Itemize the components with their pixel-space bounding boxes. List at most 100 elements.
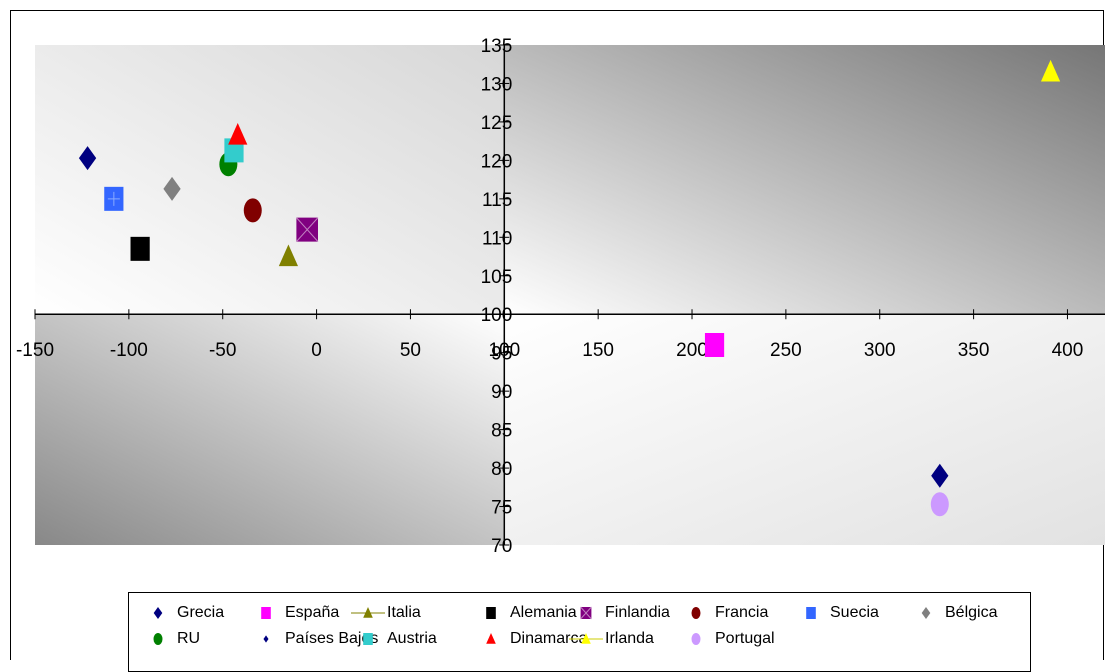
legend-label: Irlanda [605, 630, 654, 647]
y-tick-label: 125 [481, 113, 513, 134]
x-tick-label: 50 [400, 340, 421, 361]
y-tick-label: 80 [491, 459, 512, 480]
y-tick-label: 130 [481, 74, 513, 95]
x-tick-label: 200 [676, 340, 708, 361]
legend-item: Suecia [794, 603, 879, 623]
legend-marker [921, 607, 931, 619]
legend-item: España [249, 603, 339, 623]
legend-label: Portugal [715, 630, 775, 647]
x-tick-label: 400 [1052, 340, 1084, 361]
chart-frame: -150 -100 -50 0 50 100 150 200 250 300 350 400 70 75 8… [10, 10, 1105, 672]
y-tick-label: 100 [481, 305, 513, 326]
legend-marker-icon [153, 607, 163, 619]
legend-label: Finlandia [605, 604, 670, 621]
legend-marker [581, 633, 591, 644]
legend-label: Grecia [177, 604, 225, 621]
legend-label: Suecia [830, 604, 879, 621]
y-tick-label: 115 [482, 190, 512, 211]
plot-background-bottom-right [504, 314, 1105, 545]
legend-item: Grecia [141, 603, 224, 623]
legend-label: Italia [387, 604, 421, 621]
data-point [930, 492, 949, 517]
legend-marker [806, 607, 816, 619]
plot-background-top-right [504, 45, 1105, 315]
x-tick-label: -100 [110, 340, 148, 361]
y-tick-label: 135 [481, 36, 513, 57]
data-point-cross [107, 191, 120, 206]
data-point [228, 123, 248, 145]
legend-marker [153, 633, 163, 645]
legend-marker [486, 633, 496, 644]
scatter-chart: -150 -100 -50 0 50 100 150 200 250 300 350 400 70 75 8… [16, 36, 1105, 557]
legend-marker-icon [153, 633, 163, 645]
legend-label: Austria [387, 630, 437, 647]
x-tick-label: 100 [488, 340, 520, 361]
legend-marker-icon [580, 606, 592, 620]
legend-item: Bélgica [909, 603, 997, 623]
data-point [704, 333, 725, 357]
data-point [931, 463, 949, 488]
legend-label: Bélgica [945, 604, 998, 621]
legend-marker-icon [486, 607, 496, 619]
legend-marker-icon [261, 607, 271, 619]
y-tick-label: 90 [491, 382, 512, 403]
legend-marker-icon [351, 607, 385, 618]
legend-label: Dinamarca [510, 630, 588, 647]
legend-marker [363, 633, 373, 645]
legend-marker-icon [263, 635, 269, 643]
legend-label: España [285, 604, 340, 621]
data-point [78, 146, 97, 171]
chart-legend: Grecia España Italia Alemania Finlandia Franc… [128, 592, 1031, 672]
data-point [296, 217, 319, 242]
legend-item: Portugal [679, 629, 775, 649]
data-point [278, 244, 299, 267]
legend-marker-icon [363, 633, 373, 645]
data-point [243, 198, 262, 223]
legend-item: Finlandia [569, 603, 670, 623]
data-point [1040, 59, 1061, 82]
x-tick-label: -50 [209, 340, 236, 361]
legend-item: Países Bajos [249, 629, 378, 649]
legend-marker [261, 607, 271, 619]
legend-marker [153, 607, 163, 619]
legend-item: Francia [679, 603, 768, 623]
legend-item: RU [141, 629, 200, 649]
legend-marker-icon [691, 633, 701, 645]
legend-label: Países Bajos [285, 630, 379, 647]
legend-marker [263, 635, 269, 643]
y-tick-label: 95 [491, 344, 512, 365]
legend-label: RU [177, 630, 201, 647]
legend-item: Alemania [474, 603, 577, 623]
legend-marker [691, 633, 701, 645]
legend-marker [363, 607, 373, 618]
plot-background-bottom-left [35, 314, 505, 545]
legend-item: Austria [351, 629, 437, 649]
legend-label: Alemania [510, 604, 577, 621]
legend-marker-icon [921, 607, 931, 619]
y-tick-label: 85 [491, 421, 512, 442]
legend-marker-icon [569, 633, 603, 644]
plot-background-top-left [35, 45, 505, 315]
y-tick-label: 110 [482, 228, 512, 249]
x-tick-label: 350 [958, 340, 990, 361]
x-tick-label: 0 [311, 340, 322, 361]
data-point [130, 236, 150, 261]
y-tick-label: 70 [491, 536, 512, 557]
x-tick-label: 150 [582, 340, 614, 361]
legend-item: Irlanda [569, 629, 654, 649]
legend-label: Francia [715, 604, 769, 621]
legend-marker-icon [486, 633, 496, 644]
y-tick-label: 75 [491, 498, 512, 519]
legend-marker [486, 607, 496, 619]
x-tick-label: 300 [864, 340, 896, 361]
legend-marker [691, 607, 701, 619]
y-tick-label: 120 [481, 151, 513, 172]
legend-marker-icon [691, 607, 701, 619]
legend-marker-icon [806, 607, 816, 619]
legend-item: Dinamarca [474, 629, 587, 649]
x-tick-label: -150 [16, 340, 54, 361]
legend-marker [580, 606, 592, 620]
y-tick-label: 105 [481, 267, 513, 288]
legend-item: Italia [351, 603, 421, 623]
data-point [163, 176, 181, 201]
